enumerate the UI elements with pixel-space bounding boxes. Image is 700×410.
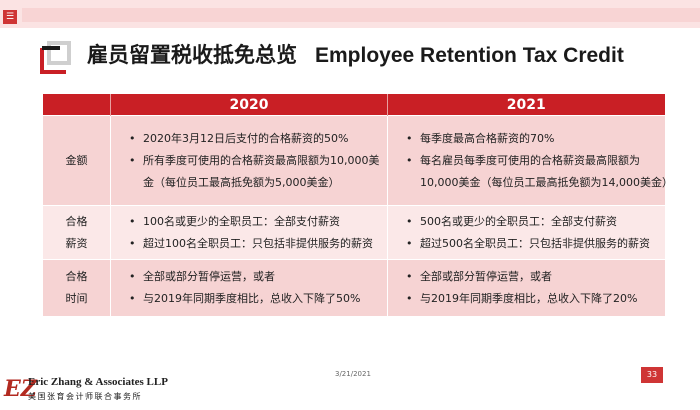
cell-2021-wages: 500名或更少的全职员工：全部支付薪资 超过500名全职员工：只包括非提供服务的… [387, 205, 665, 260]
list-item: 2020年3月12日后支付的合格薪资的50% [129, 128, 383, 150]
row-label-line: 时间 [65, 291, 88, 305]
table-row: 金额 2020年3月12日后支付的合格薪资的50% 所有季度可使用的合格薪资最高… [42, 115, 673, 206]
list-item: 全部或部分暂停运营，或者 [129, 266, 383, 288]
page-title: 雇员留置税收抵免总览 Employee Retention Tax Credit [87, 40, 624, 70]
continuation-text: 10,000美金（每位员工最高抵免额为14,000美金） [420, 175, 673, 189]
list-item: 超过100名全职员工：只包括非提供服务的薪资 [129, 233, 383, 255]
row-label-line: 合格 [65, 214, 88, 228]
row-label-qualified-wages: 合格 薪资 [42, 205, 111, 260]
list-item: 100名或更少的全职员工：全部支付薪资 [129, 211, 383, 233]
column-header-2020: 2020 [110, 94, 388, 116]
row-label-qualified-period: 合格 时间 [42, 259, 111, 316]
header-corner [42, 94, 111, 116]
list-item: 全部或部分暂停运营，或者 [406, 266, 661, 288]
list-item: 每季度最高合格薪资的70% [406, 128, 661, 150]
firm-logo: EZ Eric Zhang & Associates LLP 美国张育会计师联合… [4, 374, 179, 406]
row-label-amount: 金额 [42, 115, 111, 206]
title-chinese: 雇员留置税收抵免总览 [87, 43, 297, 67]
top-banner [0, 0, 700, 28]
cell-2020-wages: 100名或更少的全职员工：全部支付薪资 超过100名全职员工：只包括非提供服务的… [110, 205, 388, 260]
list-item: 超过500名全职员工：只包括非提供服务的薪资 [406, 233, 661, 255]
credit-comparison-table: 2020 2021 金额 2020年3月12日后支付的合格薪资的50% 所有季度… [42, 94, 673, 316]
list-item: 与2019年同期季度相比，总收入下降了20% [406, 288, 661, 310]
row-label-line: 合格 [65, 269, 88, 283]
cell-2020-period: 全部或部分暂停运营，或者 与2019年同期季度相比，总收入下降了50% [110, 259, 388, 316]
continuation-text: 金（每位员工最高抵免额为5,000美金） [143, 175, 340, 189]
firm-logo-mark: EZ [4, 376, 37, 402]
list-item-continuation: 10,000美金（每位员工最高抵免额为14,000美金） [406, 172, 673, 194]
firm-name-chinese: 美国张育会计师联合事务所 [28, 392, 142, 401]
corner-bracket-icon [40, 41, 71, 74]
page-number: 33 [641, 367, 663, 383]
table-header-row: 2020 2021 [42, 94, 665, 116]
column-header-2021: 2021 [387, 94, 665, 116]
list-item: 与2019年同期季度相比，总收入下降了50% [129, 288, 383, 310]
firm-name-english: Eric Zhang & Associates LLP [28, 376, 168, 388]
cell-2021-period: 全部或部分暂停运营，或者 与2019年同期季度相比，总收入下降了20% [387, 259, 665, 316]
menu-icon[interactable]: ☰ [3, 10, 17, 24]
title-english: Employee Retention Tax Credit [315, 44, 624, 67]
list-item: 500名或更少的全职员工：全部支付薪资 [406, 211, 661, 233]
row-label-line: 薪资 [65, 236, 88, 250]
slide-date: 3/21/2021 [335, 370, 371, 378]
list-item-continuation: 金（每位员工最高抵免额为5,000美金） [129, 172, 383, 194]
top-banner-strip [22, 8, 700, 22]
table-row: 合格 时间 全部或部分暂停运营，或者 与2019年同期季度相比，总收入下降了50… [42, 259, 665, 316]
cell-2020-amount: 2020年3月12日后支付的合格薪资的50% 所有季度可使用的合格薪资最高限额为… [110, 115, 388, 206]
cell-2021-amount: 每季度最高合格薪资的70% 每名雇员每季度可使用的合格薪资最高限额为 10,00… [387, 115, 673, 206]
list-item: 所有季度可使用的合格薪资最高限额为10,000美 [129, 150, 383, 172]
table-row: 合格 薪资 100名或更少的全职员工：全部支付薪资 超过100名全职员工：只包括… [42, 205, 665, 260]
list-item: 每名雇员每季度可使用的合格薪资最高限额为 [406, 150, 661, 172]
